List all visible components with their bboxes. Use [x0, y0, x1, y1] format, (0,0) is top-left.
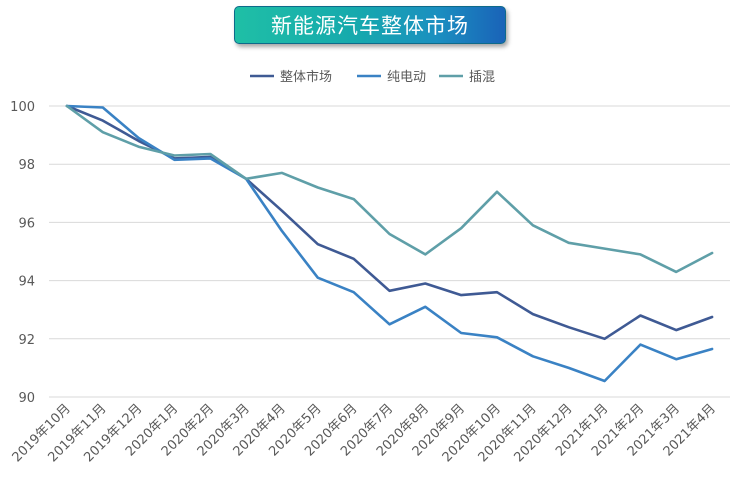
chart-title-banner: 新能源汽车整体市场 [234, 6, 506, 44]
y-tick-label: 92 [18, 333, 35, 348]
y-tick-label: 100 [10, 100, 35, 115]
legend-label: 插混 [469, 70, 495, 85]
legend-label: 纯电动 [387, 70, 426, 85]
legend-label: 整体市场 [280, 69, 332, 85]
chart-title: 新能源汽车整体市场 [271, 14, 469, 38]
y-tick-label: 94 [18, 275, 35, 290]
y-tick-label: 98 [18, 158, 35, 173]
y-tick-label: 90 [18, 391, 35, 406]
series-line-3 [65, 104, 714, 274]
series-line-2 [65, 104, 714, 383]
y-tick-label: 96 [18, 216, 35, 231]
